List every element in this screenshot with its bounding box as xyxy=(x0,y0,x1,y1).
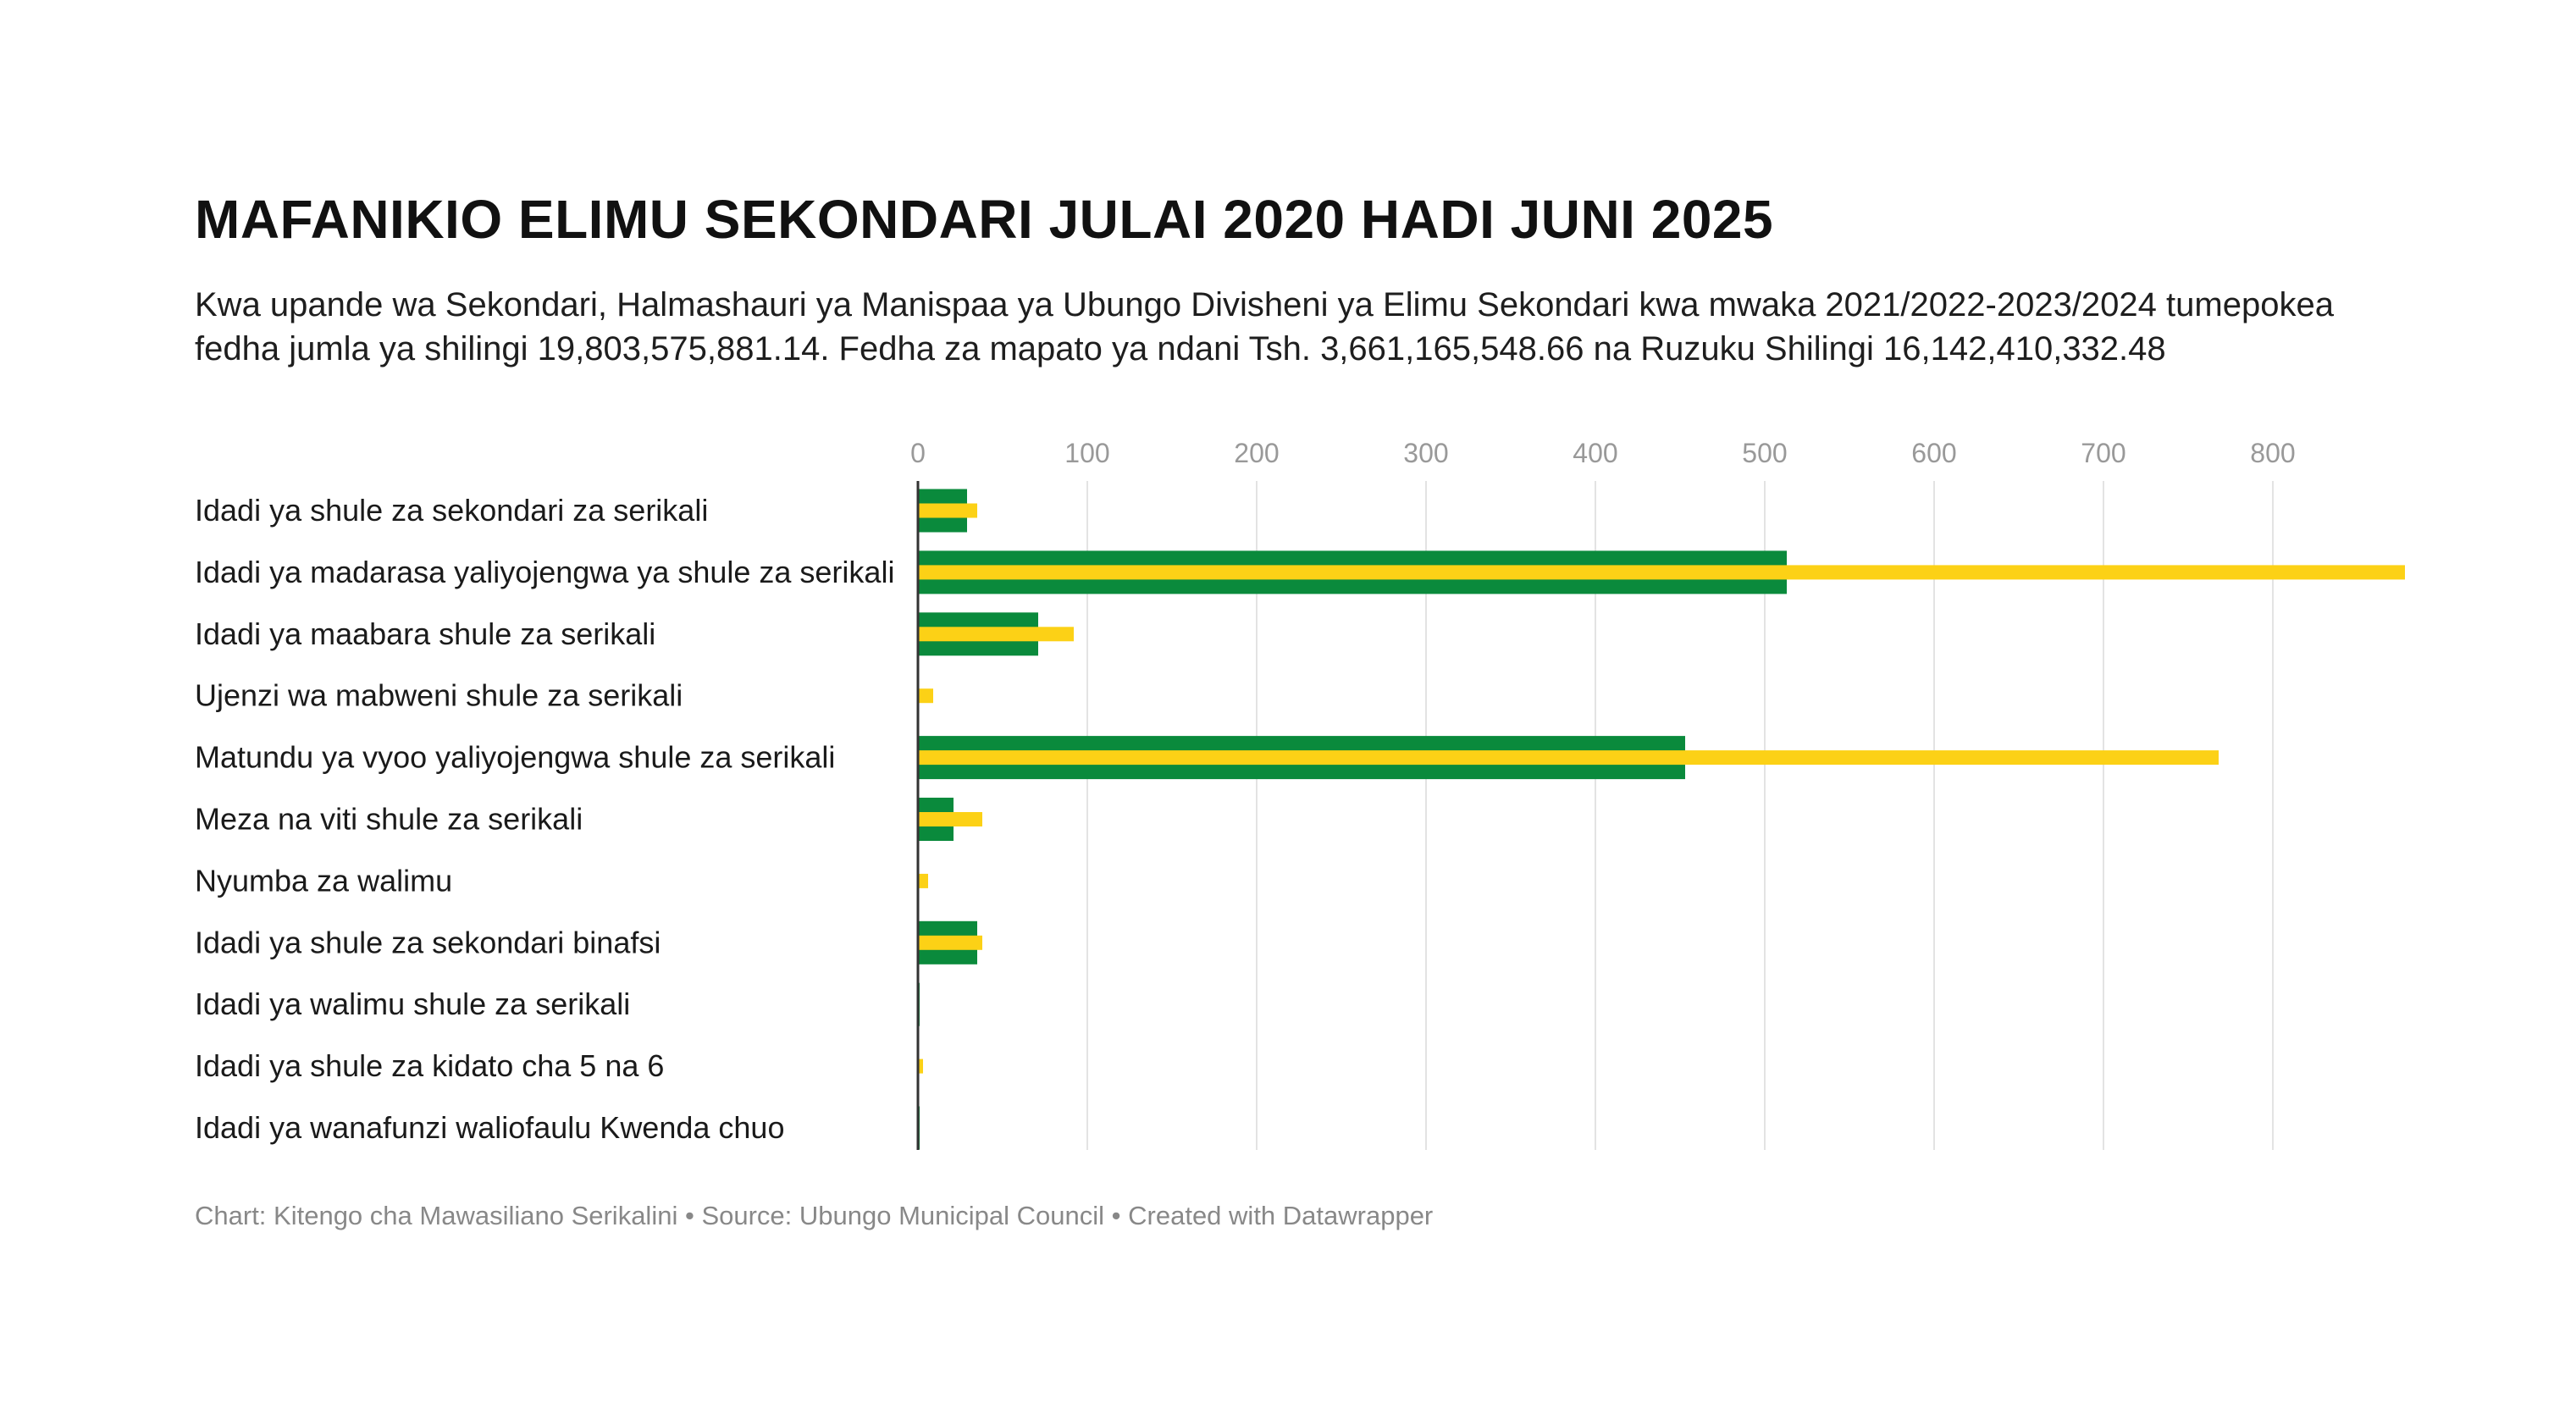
x-tick-label: 800 xyxy=(2250,438,2295,468)
category-label: Idadi ya shule za sekondari za serikali xyxy=(195,493,708,528)
bar-series-2 xyxy=(918,565,2405,580)
bar-series-2 xyxy=(918,688,933,704)
bar-series-2 xyxy=(918,873,928,888)
category-label: Idadi ya shule za kidato cha 5 na 6 xyxy=(195,1048,664,1083)
category-label: Idadi ya shule za sekondari binafsi xyxy=(195,925,661,959)
category-labels: Idadi ya shule za sekondari za serikali I… xyxy=(195,493,894,1145)
category-label: Nyumba za walimu xyxy=(195,863,452,898)
footer-separator: • xyxy=(1104,1201,1129,1230)
footer-separator: • xyxy=(677,1201,702,1230)
bar-series-2 xyxy=(918,812,982,826)
category-label: Idadi ya madarasa yaliyojengwa ya shule … xyxy=(195,555,894,589)
category-label: Ujenzi wa mabweni shule za serikali xyxy=(195,678,683,713)
x-tick-label: 300 xyxy=(1403,438,1448,468)
bars xyxy=(918,489,2405,1150)
x-axis-ticks: 0 100 200 300 400 500 600 700 800 xyxy=(910,438,2296,468)
category-label: Meza na viti shule za serikali xyxy=(195,802,583,837)
x-tick-label: 600 xyxy=(1911,438,1956,468)
x-tick-label: 700 xyxy=(2081,438,2125,468)
chart-subtitle: Kwa upande wa Sekondari, Halmashauri ya … xyxy=(195,286,2334,368)
x-tick-label: 200 xyxy=(1234,438,1279,468)
bar-series-2 xyxy=(918,935,982,950)
bar-series-2 xyxy=(918,1058,923,1074)
footer-created-with: Created with Datawrapper xyxy=(1128,1201,1434,1230)
bar-series-2 xyxy=(918,503,977,518)
category-label: Idadi ya wanafunzi waliofaulu Kwenda chu… xyxy=(195,1110,784,1145)
category-label: Matundu ya vyoo yaliyojengwa shule za se… xyxy=(195,740,835,775)
chart-footer: Chart: Kitengo cha Mawasiliano Serikalin… xyxy=(195,1201,1433,1231)
x-tick-label: 100 xyxy=(1064,438,1109,468)
footer-chart-credit: Chart: Kitengo cha Mawasiliano Serikalin… xyxy=(195,1201,678,1230)
category-label: Idadi ya maabara shule za serikali xyxy=(195,616,655,651)
bar-series-2 xyxy=(918,627,1074,642)
x-tick-label: 400 xyxy=(1573,438,1617,468)
bar-series-2 xyxy=(918,750,2219,766)
x-tick-label: 500 xyxy=(1742,438,1787,468)
category-label: Idadi ya walimu shule za serikali xyxy=(195,987,630,1021)
chart-title: MAFANIKIO ELIMU SEKONDARI JULAI 2020 HAD… xyxy=(195,189,1774,250)
footer-source: Source: Ubungo Municipal Council xyxy=(701,1201,1105,1230)
x-tick-label: 0 xyxy=(910,438,926,468)
